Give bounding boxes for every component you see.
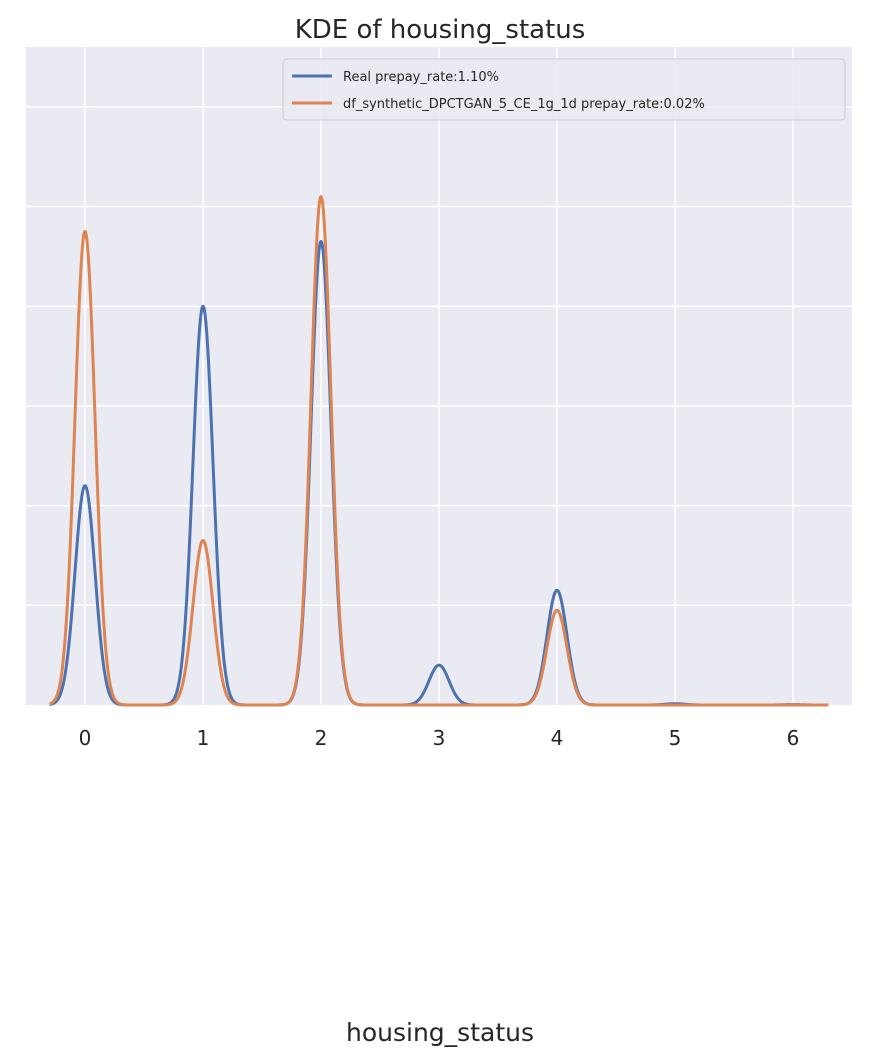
series-line-synthetic bbox=[48, 195, 830, 707]
x-tick-label-3: 3 bbox=[433, 726, 446, 750]
chart-title: KDE of housing_status bbox=[295, 15, 586, 45]
x-tick-label-2: 2 bbox=[315, 726, 328, 750]
x-tick-labels: 0 1 2 3 4 5 6 bbox=[79, 726, 800, 750]
x-tick-label-0: 0 bbox=[79, 726, 92, 750]
series-layer bbox=[48, 195, 830, 707]
x-tick-label-5: 5 bbox=[669, 726, 682, 750]
x-axis-label: housing_status bbox=[346, 1018, 534, 1047]
legend: Real prepay_rate:1.10% df_synthetic_DPCT… bbox=[282, 58, 846, 121]
grid-layer bbox=[26, 47, 852, 705]
legend-box bbox=[282, 58, 846, 121]
legend-label-synthetic: df_synthetic_DPCTGAN_5_CE_1g_1d prepay_r… bbox=[343, 97, 705, 112]
x-tick-label-6: 6 bbox=[787, 726, 800, 750]
x-tick-label-4: 4 bbox=[551, 726, 564, 750]
x-tick-label-1: 1 bbox=[197, 726, 210, 750]
legend-label-real: Real prepay_rate:1.10% bbox=[343, 70, 499, 85]
